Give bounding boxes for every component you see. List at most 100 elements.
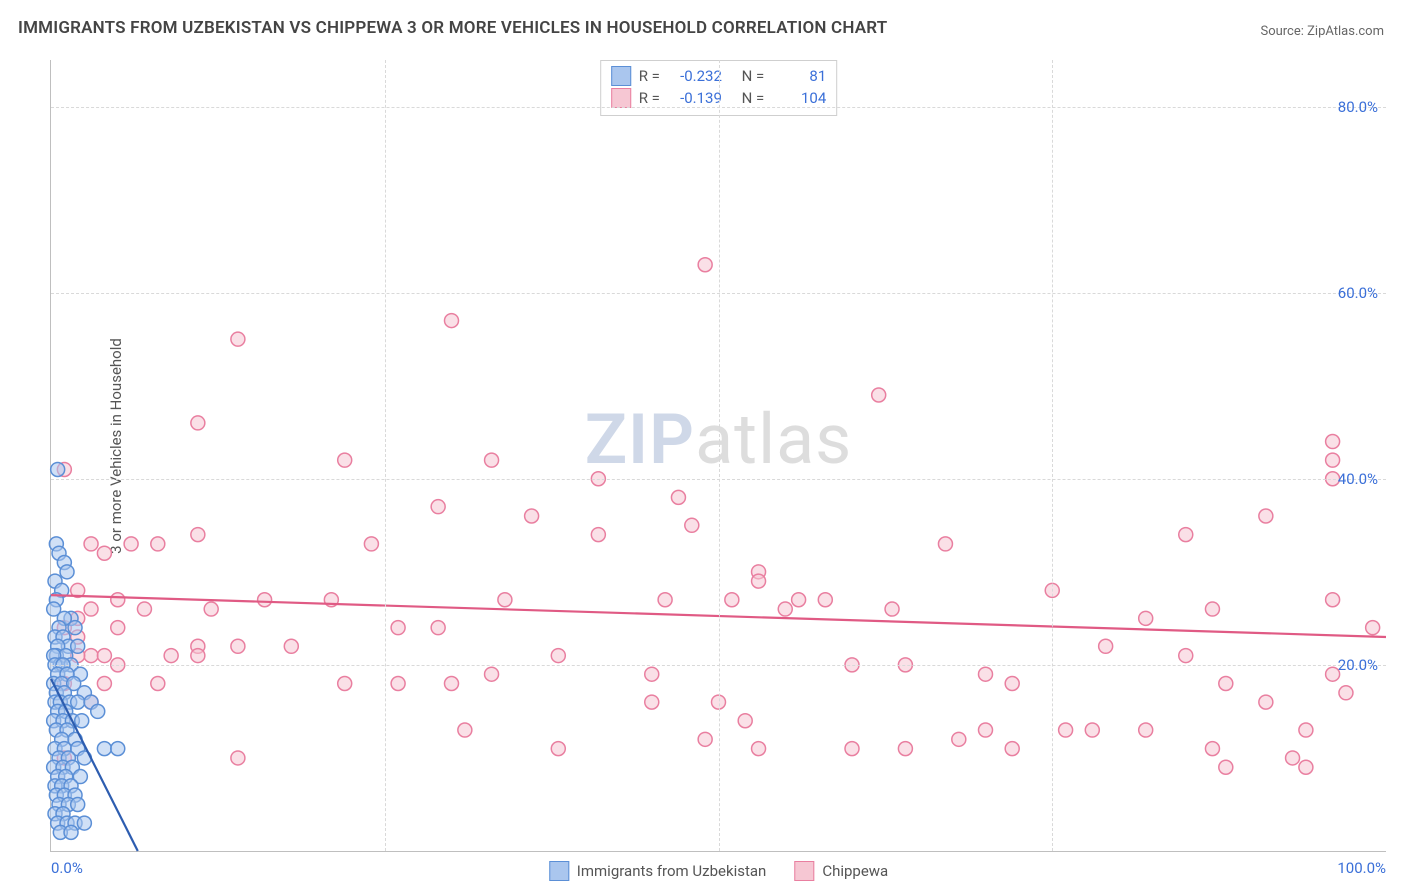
chippewa-point bbox=[778, 602, 792, 616]
y-tick-label: 60.0% bbox=[1338, 284, 1378, 302]
legend-swatch-pink bbox=[611, 88, 631, 108]
x-tick-label-max: 100.0% bbox=[1337, 859, 1386, 877]
x-tick-label-min: 0.0% bbox=[51, 859, 83, 877]
chippewa-point bbox=[1286, 751, 1300, 765]
y-tick-label: 20.0% bbox=[1338, 656, 1378, 674]
uzbekistan-point bbox=[77, 816, 91, 830]
source-attribution: Source: ZipAtlas.com bbox=[1260, 24, 1384, 39]
r-value-1: -0.232 bbox=[668, 67, 722, 85]
chippewa-point bbox=[1179, 528, 1193, 542]
chippewa-point bbox=[431, 621, 445, 635]
chippewa-point bbox=[485, 667, 499, 681]
chippewa-point bbox=[1205, 742, 1219, 756]
chippewa-point bbox=[338, 676, 352, 690]
chippewa-point bbox=[1139, 611, 1153, 625]
chippewa-point bbox=[752, 742, 766, 756]
chippewa-point bbox=[97, 649, 111, 663]
chippewa-point bbox=[792, 593, 806, 607]
chippewa-point bbox=[191, 528, 205, 542]
chippewa-point bbox=[1085, 723, 1099, 737]
chippewa-point bbox=[97, 546, 111, 560]
chippewa-point bbox=[818, 593, 832, 607]
chippewa-point bbox=[137, 602, 151, 616]
chippewa-point bbox=[1099, 639, 1113, 653]
gridline-v bbox=[719, 60, 720, 851]
chippewa-point bbox=[231, 332, 245, 346]
chippewa-point bbox=[658, 593, 672, 607]
chippewa-point bbox=[1326, 435, 1340, 449]
chippewa-point bbox=[698, 732, 712, 746]
chippewa-point bbox=[1259, 695, 1273, 709]
chippewa-point bbox=[671, 490, 685, 504]
chippewa-point bbox=[645, 667, 659, 681]
chippewa-point bbox=[551, 742, 565, 756]
chippewa-point bbox=[725, 593, 739, 607]
bottom-legend: Immigrants from Uzbekistan Chippewa bbox=[549, 861, 888, 881]
n-label-1: N = bbox=[742, 67, 765, 85]
chippewa-point bbox=[97, 676, 111, 690]
chippewa-point bbox=[458, 723, 472, 737]
chippewa-point bbox=[1299, 760, 1313, 774]
chippewa-point bbox=[952, 732, 966, 746]
chart-title: IMMIGRANTS FROM UZBEKISTAN VS CHIPPEWA 3… bbox=[18, 18, 887, 38]
chippewa-point bbox=[1339, 686, 1353, 700]
bottom-legend-item-2: Chippewa bbox=[794, 861, 888, 881]
uzbekistan-point bbox=[64, 825, 78, 839]
source-link[interactable]: ZipAtlas.com bbox=[1307, 24, 1384, 39]
uzbekistan-point bbox=[51, 462, 65, 476]
uzbekistan-point bbox=[71, 639, 85, 653]
legend-swatch-pink-bottom bbox=[794, 861, 814, 881]
chippewa-point bbox=[498, 593, 512, 607]
legend-swatch-blue-bottom bbox=[549, 861, 569, 881]
chippewa-point bbox=[698, 258, 712, 272]
chippewa-point bbox=[338, 453, 352, 467]
chippewa-point bbox=[231, 639, 245, 653]
bottom-legend-item-1: Immigrants from Uzbekistan bbox=[549, 861, 767, 881]
chippewa-point bbox=[1179, 649, 1193, 663]
chippewa-point bbox=[845, 742, 859, 756]
n-value-2: 104 bbox=[772, 89, 826, 107]
chippewa-point bbox=[1326, 593, 1340, 607]
chippewa-point bbox=[1326, 453, 1340, 467]
chippewa-point bbox=[84, 602, 98, 616]
chippewa-point bbox=[1219, 676, 1233, 690]
chippewa-point bbox=[898, 742, 912, 756]
chippewa-point bbox=[204, 602, 218, 616]
chippewa-point bbox=[191, 416, 205, 430]
chippewa-point bbox=[231, 751, 245, 765]
chippewa-point bbox=[258, 593, 272, 607]
chippewa-point bbox=[445, 676, 459, 690]
chippewa-point bbox=[1059, 723, 1073, 737]
chippewa-point bbox=[885, 602, 899, 616]
r-label-2: R = bbox=[639, 89, 660, 107]
chippewa-point bbox=[551, 649, 565, 663]
chippewa-point bbox=[979, 723, 993, 737]
uzbekistan-point bbox=[97, 742, 111, 756]
chippewa-point bbox=[591, 528, 605, 542]
n-label-2: N = bbox=[742, 89, 765, 107]
bottom-legend-label-1: Immigrants from Uzbekistan bbox=[577, 862, 767, 880]
chippewa-point bbox=[124, 537, 138, 551]
chippewa-point bbox=[1299, 723, 1313, 737]
uzbekistan-point bbox=[75, 714, 89, 728]
chippewa-point bbox=[1259, 509, 1273, 523]
chippewa-point bbox=[1219, 760, 1233, 774]
bottom-legend-label-2: Chippewa bbox=[822, 862, 888, 880]
chippewa-point bbox=[645, 695, 659, 709]
chippewa-point bbox=[1005, 742, 1019, 756]
chippewa-point bbox=[979, 667, 993, 681]
uzbekistan-point bbox=[60, 565, 74, 579]
r-label-1: R = bbox=[639, 67, 660, 85]
chippewa-point bbox=[151, 537, 165, 551]
chippewa-point bbox=[685, 518, 699, 532]
chippewa-point bbox=[391, 676, 405, 690]
chippewa-point bbox=[738, 714, 752, 728]
r-value-2: -0.139 bbox=[668, 89, 722, 107]
y-tick-label: 80.0% bbox=[1338, 98, 1378, 116]
chippewa-point bbox=[111, 621, 125, 635]
y-tick-label: 40.0% bbox=[1338, 470, 1378, 488]
chippewa-point bbox=[525, 509, 539, 523]
chippewa-point bbox=[111, 593, 125, 607]
gridline-v bbox=[385, 60, 386, 851]
chippewa-point bbox=[84, 649, 98, 663]
